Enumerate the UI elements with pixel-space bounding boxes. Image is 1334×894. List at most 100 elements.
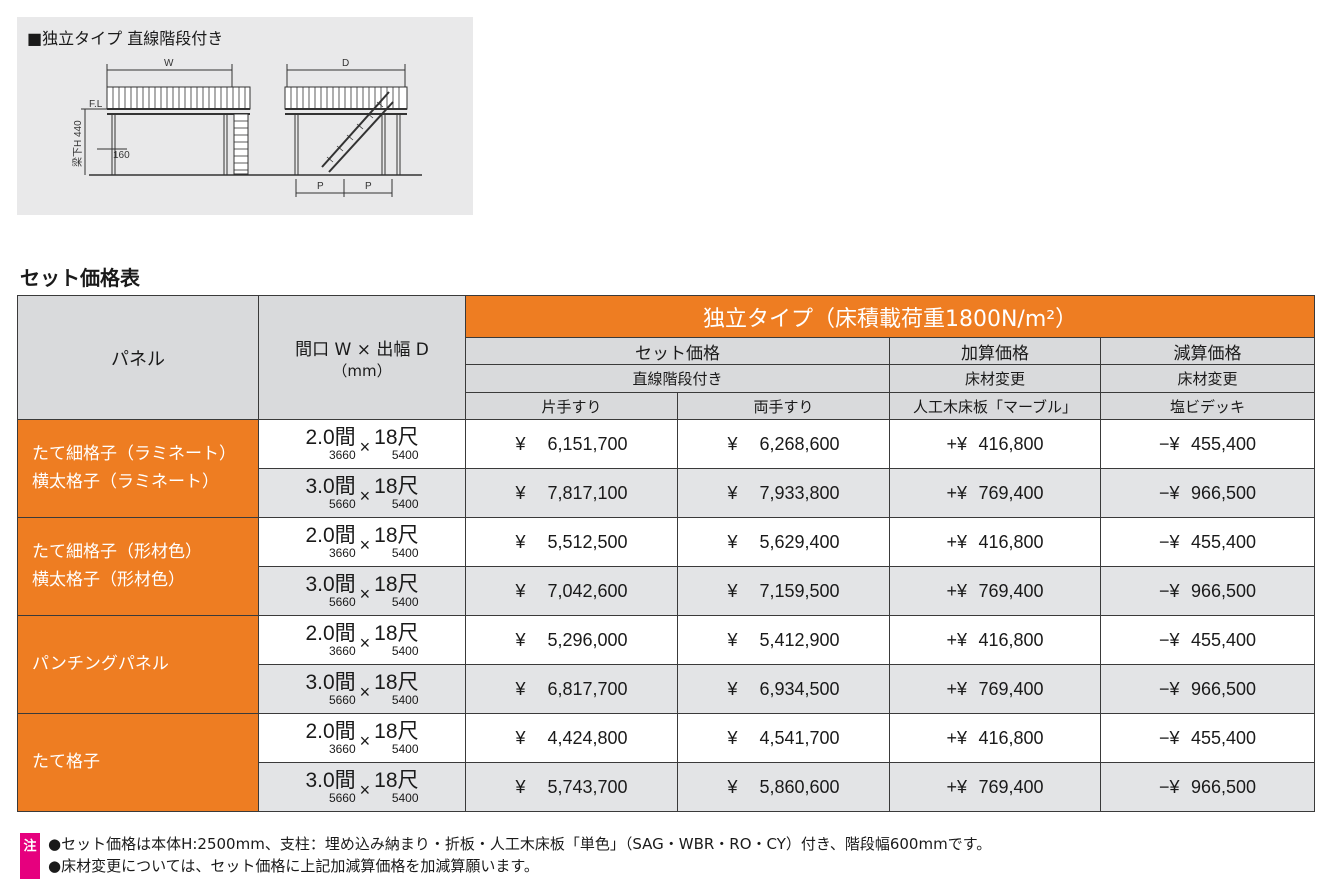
price-two-rail: ¥5,860,600 [677,762,890,812]
price-two-rail: ¥7,159,500 [677,566,890,616]
note-badge: 注 [20,833,40,879]
width-ken: 3.0間 [305,769,356,792]
price-add: +¥ 769,400 [889,566,1101,616]
price-add: +¥ 769,400 [889,762,1101,812]
price-one-rail: ¥7,817,100 [465,468,678,518]
col-header-add-price: 加算価格 [889,337,1101,365]
depth-shaku: 18尺 [374,671,419,694]
width-mm: 3660 [328,546,356,560]
table-row: 3.0間 5660 × 18尺 5400 ¥7,042,600 ¥7,159,500… [18,566,1316,616]
size-cell: 2.0間 3660 × 18尺 5400 [258,713,466,763]
price-add: +¥ 416,800 [889,517,1101,567]
price-sub: −¥ 966,500 [1099,664,1316,714]
width-mm: 5660 [328,595,356,609]
col-header-add-material: 人工木床板「マーブル」 [889,392,1101,420]
panel-name: 横太格子（ラミネート） [32,471,219,492]
col-header-size-line1: 間口 W × 出幅 D [295,339,429,360]
depth-mm: 5400 [391,448,419,462]
price-two-rail: ¥6,268,600 [677,419,890,469]
table-row: 3.0間 5660 × 18尺 5400 ¥5,743,700 ¥5,860,600… [18,762,1316,812]
col-header-size: 間口 W × 出幅 D （mm） [258,295,466,420]
panel-name: 横太格子（形材色） [32,569,185,590]
width-mm: 5660 [328,497,356,511]
deck-diagram: ■独立タイプ 直線階段付き [17,17,473,215]
price-two-rail: ¥6,934,500 [677,664,890,714]
table-row: 3.0間 5660 × 18尺 5400 ¥7,817,100 ¥7,933,800… [18,468,1316,518]
depth-mm: 5400 [391,644,419,658]
width-ken: 3.0間 [305,573,356,596]
size-cell: 3.0間 5660 × 18尺 5400 [258,664,466,714]
depth-shaku: 18尺 [374,426,419,449]
note-line: ●床材変更については、セット価格に上記加減算価格を加減算願います。 [48,857,539,875]
panel-name: たて格子 [32,751,100,772]
p2-label: P [365,181,372,192]
col-header-two-rail: 両手すり [677,392,890,420]
width-ken: 2.0間 [305,524,356,547]
panel-name-cell: たて細格子（形材色） 横太格子（形材色） [17,517,259,616]
depth-mm: 5400 [391,742,419,756]
diagram-title: ■独立タイプ 直線階段付き [27,29,224,48]
col-header-panel: パネル [17,295,259,420]
deck-drawing: W D F.L 梁下H 440 160 P P [71,58,422,197]
price-add: +¥ 416,800 [889,615,1101,665]
price-add: +¥ 416,800 [889,713,1101,763]
price-one-rail: ¥7,042,600 [465,566,678,616]
price-add: +¥ 769,400 [889,468,1101,518]
depth-mm: 5400 [391,497,419,511]
price-add: +¥ 416,800 [889,419,1101,469]
width-ken: 3.0間 [305,475,356,498]
table-row: たて格子 2.0間 3660 × 18尺 5400 ¥4,424,800 ¥4,54… [17,713,1316,812]
times-sign: × [359,584,371,604]
depth-mm: 5400 [391,693,419,707]
size-cell: 2.0間 3660 × 18尺 5400 [258,517,466,567]
depth-shaku: 18尺 [374,524,419,547]
dim-w-label: W [164,58,174,69]
depth-mm: 5400 [391,595,419,609]
col-header-sub-price: 減算価格 [1099,337,1316,365]
price-one-rail: ¥6,817,700 [465,664,678,714]
price-two-rail: ¥5,629,400 [677,517,890,567]
panel-name-cell: たて格子 [17,713,259,812]
table-row: パンチングパネル 2.0間 3660 × 18尺 5400 ¥5,296,000 ¥… [17,615,1316,714]
depth-mm: 5400 [391,791,419,805]
times-sign: × [359,535,371,555]
depth-shaku: 18尺 [374,720,419,743]
price-add: +¥ 769,400 [889,664,1101,714]
price-sub: −¥ 966,500 [1099,566,1316,616]
section-title: セット価格表 [20,266,140,290]
times-sign: × [359,731,371,751]
table-row: 3.0間 5660 × 18尺 5400 ¥6,817,700 ¥6,934,500… [18,664,1316,714]
panel-name: パンチングパネル [32,653,169,674]
h440-label: 梁下H 440 [71,120,84,167]
table-row: たて細格子（形材色） 横太格子（形材色） 2.0間 3660 × 18尺 5400 … [17,517,1316,616]
dim-d-label: D [342,58,349,69]
price-one-rail: ¥5,743,700 [465,762,678,812]
p1-label: P [317,181,324,192]
price-one-rail: ¥5,512,500 [465,517,678,567]
col-header-sub-sub: 床材変更 [1099,364,1316,393]
type-title: 独立タイプ（床積載荷重1800N/m²） [464,295,1316,338]
price-sub: −¥ 455,400 [1099,419,1316,469]
times-sign: × [359,633,371,653]
col-header-add-sub: 床材変更 [889,364,1101,393]
width-mm: 3660 [328,742,356,756]
size-cell: 3.0間 5660 × 18尺 5400 [258,566,466,616]
width-ken: 2.0間 [305,720,356,743]
col-header-set-sub: 直線階段付き [465,364,890,393]
times-sign: × [359,682,371,702]
col-header-one-rail: 片手すり [465,392,678,420]
panel-name-cell: パンチングパネル [17,615,259,714]
note-line: ●セット価格は本体H:2500mm、支柱：埋め込み納まり・折板・人工木床板「単色… [48,835,992,853]
price-two-rail: ¥7,933,800 [677,468,890,518]
price-table: パネル 間口 W × 出幅 D （mm） 独立タイプ（床積載荷重1800N/m²… [17,295,1316,812]
price-one-rail: ¥6,151,700 [465,419,678,469]
depth-mm: 5400 [391,546,419,560]
width-ken: 3.0間 [305,671,356,694]
width-ken: 2.0間 [305,426,356,449]
price-sub: −¥ 455,400 [1099,713,1316,763]
price-one-rail: ¥5,296,000 [465,615,678,665]
depth-shaku: 18尺 [374,622,419,645]
width-mm: 5660 [328,791,356,805]
size-cell: 3.0間 5660 × 18尺 5400 [258,762,466,812]
col-header-set-price: セット価格 [465,337,890,365]
